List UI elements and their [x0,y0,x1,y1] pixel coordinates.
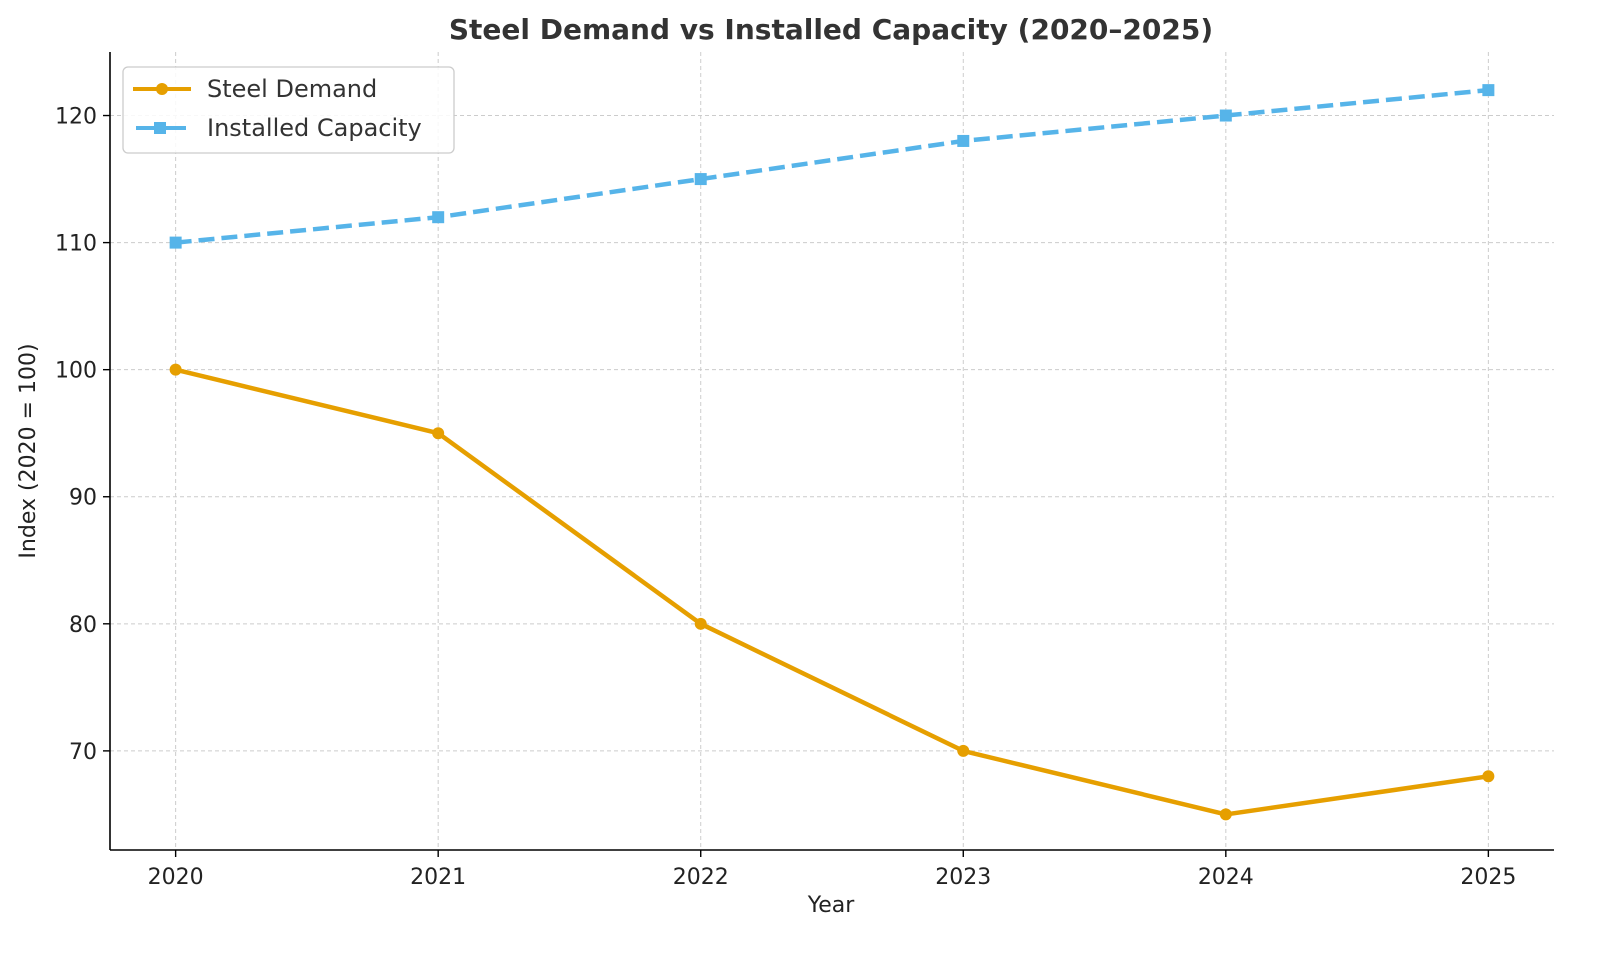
legend-box [122,66,455,154]
legend-item-steel-demand: Steel Demand [133,75,377,103]
data-point-installed-capacity [1482,84,1495,97]
y-axis-label: Index (2020 = 100) [16,343,41,558]
series-line-steel-demand [175,367,1489,817]
x-axis-label: Year [807,893,856,918]
x-tick-label: 2021 [410,865,466,890]
y-tick-label: 110 [55,232,97,257]
data-point-steel-demand [1219,808,1232,821]
data-point-steel-demand [1482,770,1495,783]
legend-item-installed-capacity: Installed Capacity [136,114,422,142]
series-installed-capacity [169,84,1495,249]
chart-title: Steel Demand vs Installed Capacity (2020… [449,13,1213,46]
x-tick-label: 2025 [1460,865,1516,890]
legend-marker-installed-capacity [154,122,166,134]
data-point-steel-demand [694,617,707,630]
data-point-installed-capacity [1219,109,1232,122]
x-tick-label: 2024 [1198,865,1254,890]
legend-label-installed-capacity: Installed Capacity [207,114,422,142]
data-point-steel-demand [169,363,182,376]
data-point-steel-demand [432,427,445,440]
legend-marker-steel-demand [156,83,168,95]
axes [109,52,1554,851]
data-point-steel-demand [957,744,970,757]
ticks: 2020 2021 2022 2023 2024 2025 70 80 90 100 110 120 [55,105,1516,890]
data-point-installed-capacity [957,134,970,147]
data-point-installed-capacity [432,211,445,224]
y-tick-label: 100 [55,359,97,384]
series-layer [169,84,1495,821]
data-point-installed-capacity [169,236,182,249]
y-tick-label: 70 [69,740,97,765]
x-tick-label: 2022 [673,865,729,890]
y-tick-label: 90 [69,486,97,511]
series-line-installed-capacity [175,87,1489,245]
y-tick-label: 120 [55,105,97,130]
data-point-installed-capacity [694,173,707,186]
y-tick-label: 80 [69,613,97,638]
series-steel-demand [169,363,1495,821]
x-tick-label: 2020 [148,865,204,890]
legend-label-steel-demand: Steel Demand [207,75,377,103]
legend: Steel Demand Installed Capacity [122,66,455,154]
x-tick-label: 2023 [935,865,991,890]
